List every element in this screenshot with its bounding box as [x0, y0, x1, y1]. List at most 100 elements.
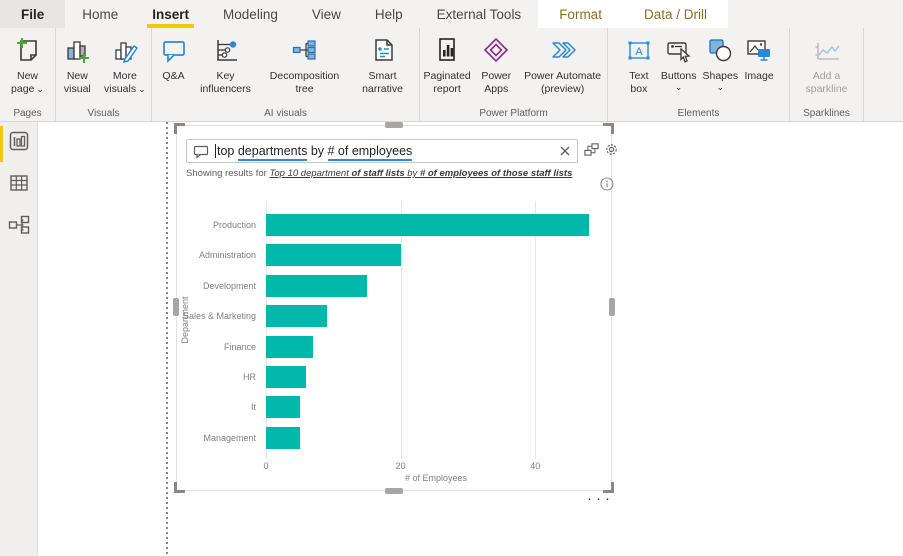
power-apps-label: Power Apps — [481, 70, 512, 95]
power-apps-button[interactable]: Power Apps — [477, 33, 515, 95]
tab-file[interactable]: File — [0, 0, 66, 28]
bar[interactable] — [266, 426, 300, 449]
new-visual-button[interactable]: New visual — [59, 33, 96, 95]
tab-modeling[interactable]: Modeling — [223, 6, 278, 22]
category-label: Development — [202, 280, 256, 291]
category-label: It — [250, 402, 256, 413]
category-label: Management — [203, 432, 256, 443]
ribbon-group-power-platform: Paginated report Power Apps Power Automa… — [420, 28, 608, 121]
selection-corner[interactable] — [174, 482, 185, 493]
image-icon — [744, 33, 774, 67]
power-automate-button[interactable]: Power Automate (preview) — [521, 33, 604, 95]
category-label: Administration — [198, 250, 256, 261]
smart-narrative-button[interactable]: Smart narrative — [353, 33, 413, 95]
image-button[interactable]: Image — [744, 33, 774, 83]
buttons-label: Buttons ⌄ — [660, 70, 697, 92]
resize-handle-bottom[interactable] — [385, 488, 403, 494]
tab-help[interactable]: Help — [374, 6, 403, 22]
decomposition-tree-button[interactable]: Decomposition tree — [263, 33, 347, 95]
more-visuals-label: More visuals ⌄ — [104, 70, 146, 95]
selection-corner[interactable] — [603, 123, 614, 134]
add-sparkline-label: Add a sparkline — [805, 70, 848, 95]
bar[interactable] — [266, 335, 314, 358]
resize-handle-right[interactable] — [609, 298, 615, 316]
image-label: Image — [744, 70, 774, 82]
tab-insert[interactable]: Insert — [135, 0, 206, 28]
bar[interactable] — [266, 396, 300, 419]
gridline — [266, 201, 267, 459]
smart-narrative-icon — [368, 33, 398, 67]
ribbon-group-ai-visuals: Q&A Key influencers — [152, 28, 420, 121]
key-influencers-button[interactable]: Key influencers — [195, 33, 257, 95]
ribbon: New page ⌄ Pages New visual — [0, 28, 903, 122]
group-label-visuals: Visuals — [87, 108, 120, 119]
qa-bar-chart: # of Employees Department 0 20 40 Productio… — [177, 126, 613, 492]
bar[interactable] — [266, 305, 327, 328]
selection-corner[interactable] — [603, 482, 614, 493]
selection-corner[interactable] — [174, 123, 185, 134]
workspace: top departments by # of employees — [0, 122, 903, 556]
ribbon-group-elements: A Text box Buttons ⌄ — [608, 28, 790, 121]
speech-bubble-icon — [193, 144, 209, 159]
more-options-icon[interactable]: ··· — [587, 490, 614, 507]
group-label-elements: Elements — [677, 108, 720, 119]
gridline — [535, 201, 537, 459]
bar[interactable] — [266, 214, 590, 236]
shapes-label: Shapes ⌄ — [702, 70, 739, 92]
power-apps-icon — [481, 33, 511, 67]
x-tick-label: 20 — [395, 461, 406, 471]
new-page-button[interactable]: New page ⌄ — [10, 33, 46, 95]
tab-format[interactable]: Format — [538, 0, 623, 28]
paginated-report-icon — [432, 33, 462, 67]
showing-results-prefix: Showing results for — [186, 168, 270, 179]
qa-visual[interactable]: top departments by # of employees — [173, 122, 617, 494]
convert-to-standard-visual-icon[interactable] — [584, 142, 599, 157]
group-label-power-platform: Power Platform — [479, 108, 548, 119]
qa-button[interactable]: Q&A — [159, 33, 189, 83]
resize-handle-left[interactable] — [173, 298, 179, 316]
gear-icon[interactable] — [604, 142, 619, 157]
qa-interpretation-text[interactable]: Top 10 department of staff lists by # of… — [269, 168, 573, 179]
decomposition-tree-label: Decomposition tree — [269, 70, 340, 95]
ribbon-group-pages: New page ⌄ Pages — [0, 28, 56, 121]
group-label-ai-visuals: AI visuals — [264, 108, 307, 119]
report-view-button[interactable] — [0, 122, 38, 164]
info-icon[interactable] — [600, 177, 614, 196]
category-label: Finance — [223, 341, 256, 352]
tab-home[interactable]: Home — [82, 6, 119, 22]
qa-query-text[interactable]: top departments by # of employees — [217, 144, 413, 161]
add-sparkline-button[interactable]: Add a sparkline — [798, 33, 856, 95]
decomposition-tree-icon — [290, 33, 320, 67]
qa-icon — [159, 33, 189, 67]
sparkline-icon — [812, 33, 842, 67]
tab-external-tools[interactable]: External Tools — [436, 6, 522, 22]
text-box-icon: A — [624, 33, 654, 67]
more-visuals-icon — [110, 33, 140, 67]
data-view-icon — [7, 171, 31, 200]
ribbon-group-visuals: New visual More visuals ⌄ Visuals — [56, 28, 152, 121]
more-visuals-button[interactable]: More visuals ⌄ — [102, 33, 148, 95]
bar[interactable] — [266, 244, 401, 267]
bar[interactable] — [266, 274, 367, 297]
data-view-button[interactable] — [0, 164, 38, 206]
tab-view[interactable]: View — [311, 6, 341, 22]
bar[interactable] — [266, 366, 307, 388]
tab-data-drill[interactable]: Data / Drill — [622, 0, 728, 28]
buttons-button[interactable]: Buttons ⌄ — [660, 33, 697, 92]
paginated-report-button[interactable]: Paginated report — [423, 33, 471, 95]
new-visual-label: New visual — [63, 70, 91, 95]
new-page-label: New page ⌄ — [11, 70, 44, 95]
category-label: Production — [212, 220, 256, 230]
chevron-down-icon: ⌄ — [674, 81, 683, 92]
smart-narrative-label: Smart narrative — [362, 70, 403, 95]
clear-question-icon[interactable] — [559, 145, 571, 157]
key-influencers-icon — [211, 33, 241, 67]
x-tick-label: 0 — [263, 461, 269, 471]
shapes-button[interactable]: Shapes ⌄ — [702, 33, 738, 91]
qa-question-input[interactable]: top departments by # of employees — [186, 139, 578, 163]
model-view-button[interactable] — [0, 206, 38, 248]
resize-handle-top[interactable] — [385, 122, 403, 128]
text-box-button[interactable]: A Text box — [623, 33, 655, 95]
report-canvas[interactable]: top departments by # of employees — [38, 122, 903, 556]
qa-label: Q&A — [162, 70, 185, 82]
